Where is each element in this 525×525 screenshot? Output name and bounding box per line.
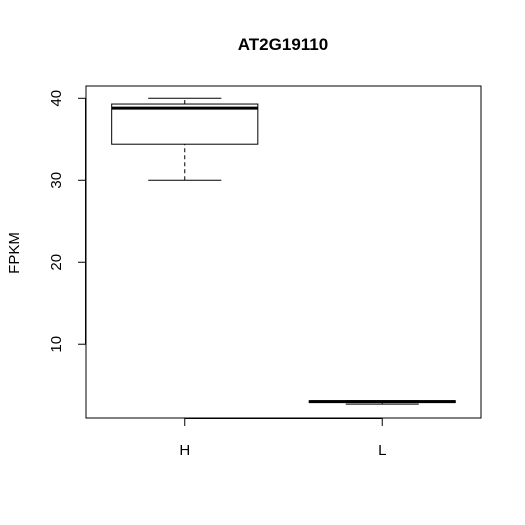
y-axis-label: FPKM xyxy=(6,232,23,274)
y-tick-label: 30 xyxy=(48,172,65,189)
y-tick-label: 10 xyxy=(48,336,65,353)
box-series xyxy=(111,97,456,405)
box-H xyxy=(111,97,259,181)
box-L xyxy=(308,400,456,405)
y-tick-label: 40 xyxy=(48,90,65,107)
chart-title: AT2G19110 xyxy=(238,35,328,54)
x-tick-label: H xyxy=(179,442,190,459)
y-axis: 10 20 30 40 xyxy=(48,90,86,353)
iqr-box xyxy=(111,103,259,145)
x-tick-label: L xyxy=(378,442,386,459)
y-tick-label: 20 xyxy=(48,254,65,271)
